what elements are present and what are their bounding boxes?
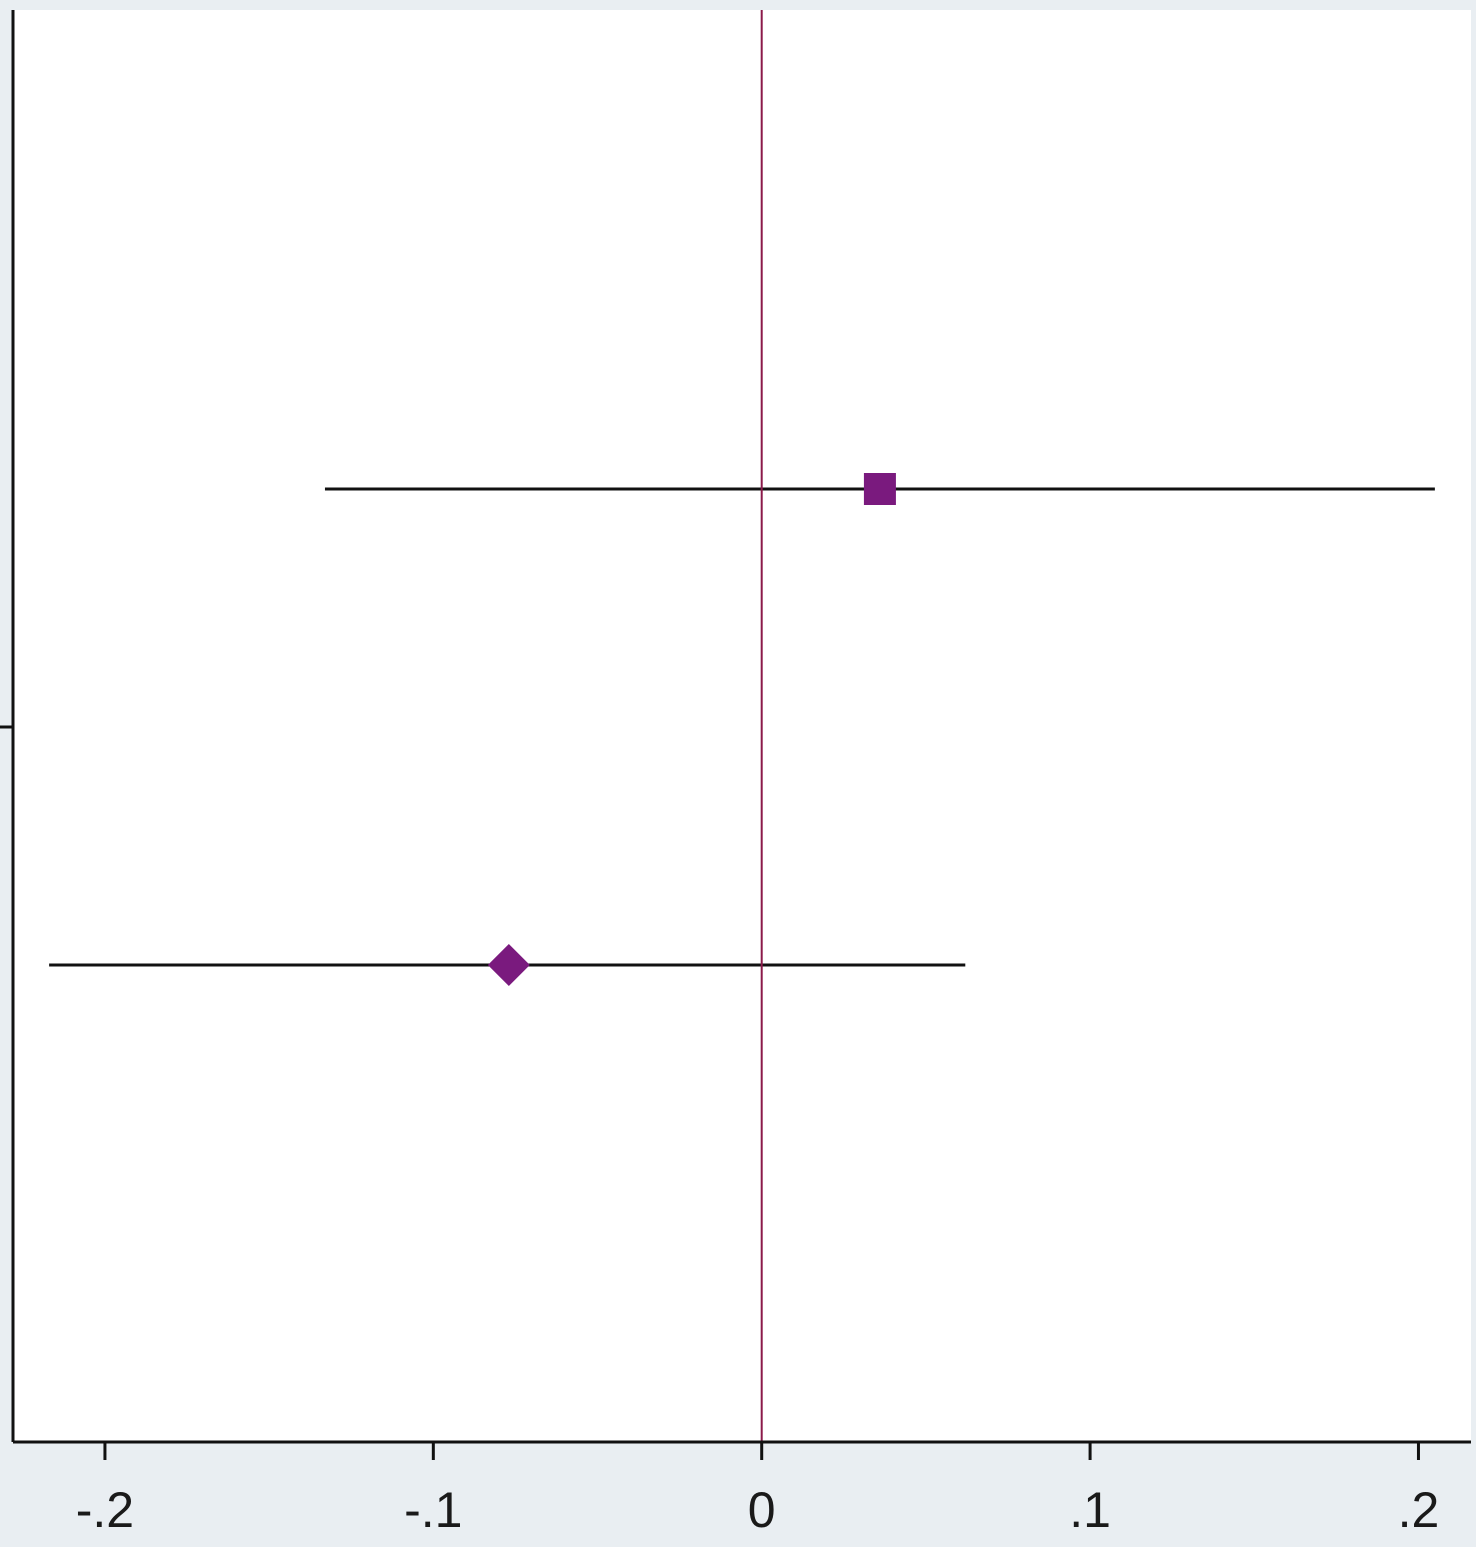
x-tick-label: -.2 — [76, 1482, 134, 1538]
point-marker-square — [863, 473, 896, 505]
marker-layer — [487, 473, 896, 986]
x-tick-label: -.1 — [404, 1482, 462, 1538]
x-axis-ticks: -.2 -.1 0 .1 .2 — [76, 1442, 1440, 1538]
x-tick-label: .1 — [1069, 1482, 1111, 1538]
x-tick-label: 0 — [748, 1482, 776, 1538]
x-tick-label: .2 — [1398, 1482, 1440, 1538]
plot-area — [13, 10, 1471, 1442]
point-marker-diamond — [487, 944, 530, 986]
